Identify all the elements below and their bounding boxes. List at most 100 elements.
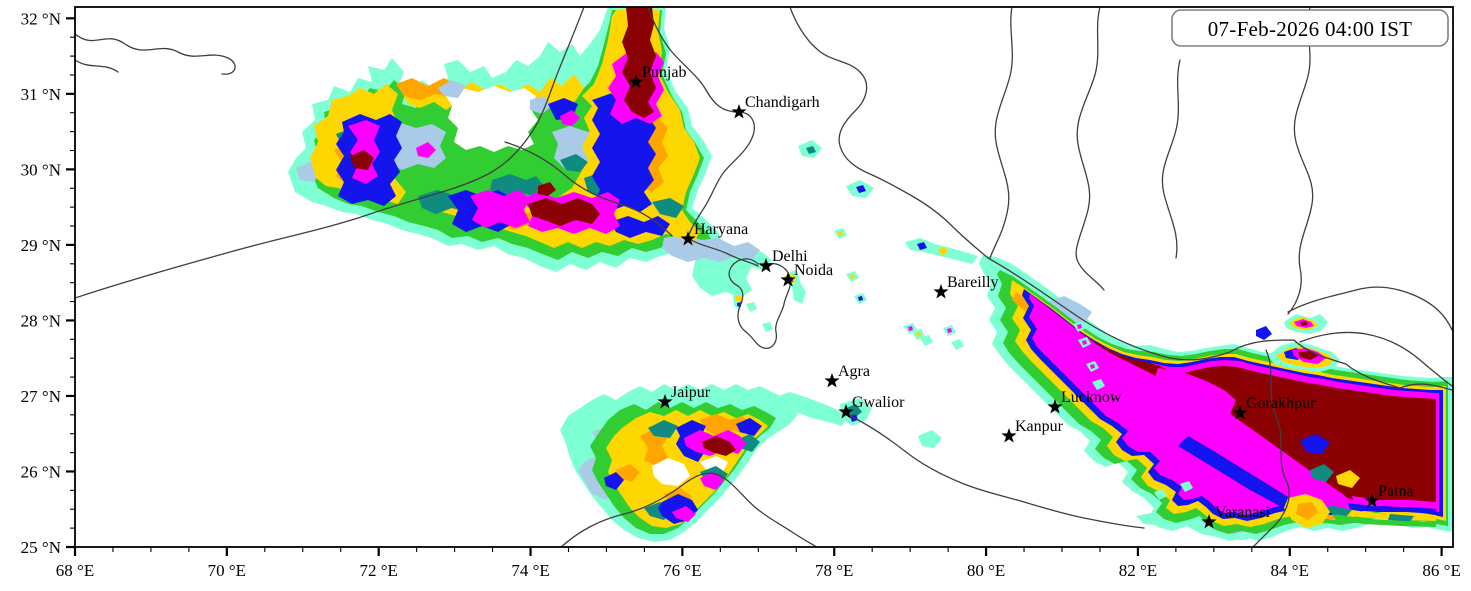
- contour-fill: [728, 258, 792, 349]
- x-tick-label: 84 °E: [1271, 561, 1309, 580]
- city-marker-lucknow: Lucknow: [1047, 389, 1122, 414]
- contour-fill: [702, 436, 736, 456]
- contour-fill: [1178, 436, 1308, 518]
- city-label: Punjab: [642, 64, 686, 81]
- contour-fill: [604, 472, 624, 490]
- city-marker-varanasi: Varanasi: [1201, 504, 1271, 529]
- contour-fill: [1326, 505, 1352, 517]
- rainfall-specks: [733, 140, 1193, 500]
- x-tick-label: 80 °E: [967, 561, 1005, 580]
- contour-fill: [350, 150, 374, 170]
- contour-fill: [918, 430, 942, 448]
- contour-fill: [1154, 368, 1236, 424]
- city-label: Patna: [1378, 483, 1414, 500]
- contour-fill: [1075, 7, 1105, 291]
- city-marker-noida: Noida: [780, 262, 833, 287]
- contour-fill: [396, 78, 458, 100]
- city-label: Chandigarh: [745, 94, 820, 111]
- contour-fill: [700, 414, 752, 436]
- contour-fill: [647, 7, 755, 239]
- city-marker-gorakhpur: Gorakhpur: [1232, 395, 1316, 420]
- star-icon: [824, 373, 840, 388]
- contour-fill: [470, 190, 530, 228]
- contour-fill: [652, 458, 690, 486]
- contour-fill: [1287, 286, 1453, 331]
- city-label: Kanpur: [1015, 418, 1064, 435]
- city-marker-kanpur: Kanpur: [1001, 418, 1064, 443]
- contour-fill: [1336, 470, 1360, 488]
- contour-fill: [504, 141, 673, 237]
- contour-fill: [1300, 434, 1330, 454]
- star-icon: [1001, 428, 1017, 443]
- y-tick-label: 32 °N: [21, 9, 61, 28]
- contour-fill: [856, 185, 866, 193]
- contour-fill: [672, 506, 696, 522]
- contour-fill: [560, 110, 580, 126]
- y-tick-label: 28 °N: [21, 311, 61, 330]
- city-marker-patna: Patna: [1364, 483, 1414, 508]
- x-tick-label: 82 °E: [1119, 561, 1157, 580]
- x-tick-label: 72 °E: [359, 561, 397, 580]
- contour-fill: [947, 328, 952, 333]
- city-label: Jaipur: [671, 384, 711, 401]
- timestamp-box: 07-Feb-2026 04:00 IST: [1171, 9, 1449, 47]
- star-icon: [657, 394, 673, 409]
- plot-frame: [74, 6, 1454, 548]
- x-tick-label: 76 °E: [663, 561, 701, 580]
- y-tick-label: 27 °N: [21, 387, 61, 406]
- y-tick-label: 26 °N: [21, 462, 61, 481]
- axes: 68 °E 70 °E 72 °E 74 °E 76 °E 78 °E 80 °E 82 °E…: [21, 6, 1461, 580]
- contour-fill: [1180, 481, 1193, 492]
- contour-fill: [75, 33, 236, 75]
- contour-fill: [1090, 364, 1095, 369]
- contour-fill: [1310, 464, 1334, 482]
- contour-fill: [920, 335, 933, 346]
- city-label: Agra: [838, 363, 870, 380]
- star-icon: [1201, 514, 1217, 529]
- x-tick-label: 70 °E: [208, 561, 246, 580]
- contour-fill: [858, 296, 863, 301]
- contour-fill: [908, 326, 913, 331]
- contour-fill: [845, 413, 1145, 529]
- contour-fill: [1154, 489, 1167, 500]
- contour-fill: [687, 237, 759, 267]
- contour-fill: [1256, 326, 1272, 340]
- star-icon: [1047, 399, 1063, 414]
- contour-fill: [1296, 502, 1318, 520]
- star-icon: [758, 258, 774, 273]
- contour-fill: [1252, 349, 1290, 547]
- x-tick-label: 68 °E: [56, 561, 94, 580]
- contour-fill: [1161, 59, 1181, 259]
- contour-fill: [616, 464, 640, 482]
- contour-fill: [938, 247, 948, 255]
- contour-fill: [1298, 351, 1318, 360]
- contour-fill: [951, 339, 964, 350]
- contour-fill: [700, 472, 724, 490]
- contour-fill: [1082, 340, 1087, 345]
- city-marker-gwalior: Gwalior: [838, 394, 905, 419]
- contour-fill: [1204, 426, 1334, 508]
- contour-fill: [917, 242, 927, 250]
- city-marker-bareilly: Bareilly: [933, 274, 999, 299]
- star-icon: [731, 104, 747, 119]
- contour-fill: [75, 59, 119, 73]
- contour-fill: [1077, 324, 1082, 329]
- rainfall-system-northwest: [288, 7, 772, 298]
- contour-fill: [806, 146, 816, 154]
- contour-fill: [75, 7, 585, 299]
- contour-fill: [736, 295, 742, 302]
- contour-fill: [989, 7, 1013, 259]
- contour-fill: [1287, 7, 1314, 315]
- contour-fill: [746, 302, 757, 312]
- contour-fill: [1348, 503, 1436, 514]
- city-marker-jaipur: Jaipur: [657, 384, 711, 409]
- contour-fill: [528, 198, 600, 226]
- contour-fill: [640, 428, 670, 466]
- contour-fill: [416, 142, 436, 158]
- contour-fill: [652, 198, 684, 218]
- contour-fill: [1332, 514, 1436, 527]
- contour-fill: [490, 174, 544, 198]
- x-tick-label: 74 °E: [511, 561, 549, 580]
- rainfall-cells-northeast: [1256, 314, 1340, 372]
